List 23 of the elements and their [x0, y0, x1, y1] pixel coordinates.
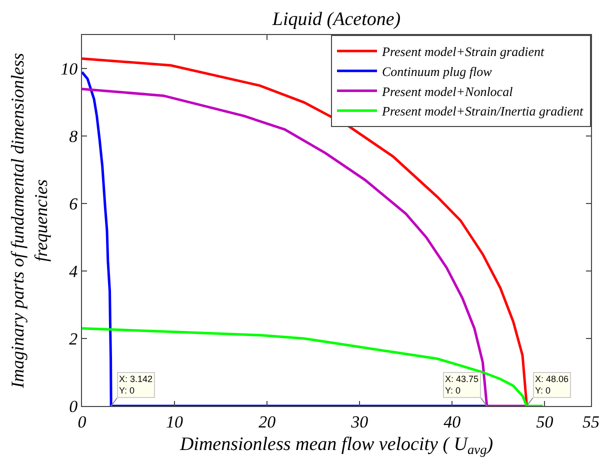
y-tick-label: 10	[60, 60, 78, 79]
annotation: X: 3.142 Y: 0	[119, 374, 153, 396]
line-series	[82, 327, 544, 406]
y-tick-label: 6	[69, 194, 78, 214]
x-tick-label: 30	[350, 412, 369, 432]
x-tick-label: 20	[258, 412, 276, 432]
legend-label: Present model+Strain gradient	[381, 44, 544, 60]
legend-label: Continuum plug flow	[382, 64, 492, 79]
y-tick-label: 0	[69, 396, 78, 416]
y-axis-title: Imaginary parts of fundamental dimensionless frequencies	[7, 53, 51, 389]
y-tick-label: 2	[69, 330, 78, 348]
x-tick-label: 10	[166, 412, 184, 432]
legend-label: Present model+Nonlocal	[381, 84, 514, 99]
chart-title: Liquid (Acetone)	[271, 9, 401, 30]
legend-label: Present model+Strain/Inertia gradient	[381, 104, 584, 119]
y-tick-label: 4	[69, 262, 78, 282]
annotation: X: 43.75 Y: 0	[445, 374, 479, 396]
x-tick-label: 55	[582, 412, 600, 432]
x-tick-label: 40	[444, 412, 462, 432]
x-axis-title: Dimensionless mean flow velocity ( U$_{avg}$)	[178, 434, 494, 458]
x-tick-label: 50	[536, 412, 554, 432]
y-tick-label: 8	[69, 127, 78, 146]
annotation: X: 48.06 Y: 0	[535, 374, 569, 396]
